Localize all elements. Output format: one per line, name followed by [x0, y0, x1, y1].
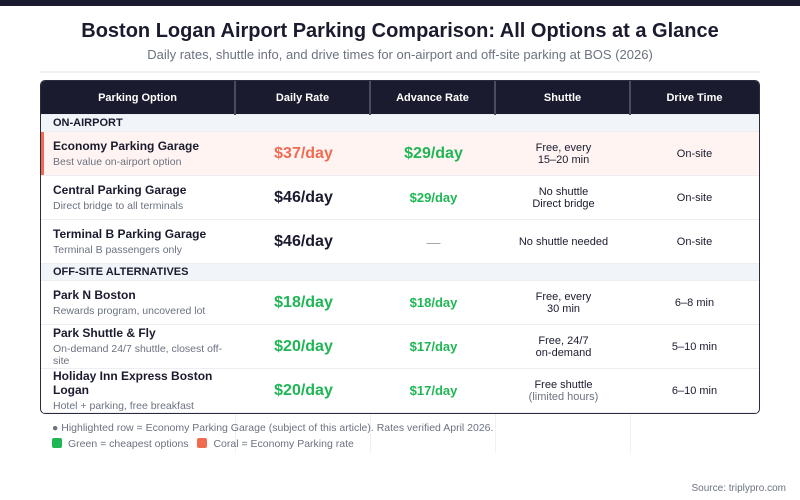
- shuttle-line: No shuttle: [538, 185, 589, 198]
- daily-rate: $20/day: [274, 337, 333, 355]
- column-header: Shuttle: [496, 81, 631, 115]
- shuttle-line: 15–20 min: [537, 153, 590, 166]
- drive-time: On-site: [676, 147, 713, 160]
- shuttle-cell: Free, every 15–20 min: [496, 142, 631, 166]
- table-row: Park N Boston Rewards program, uncovered …: [41, 281, 759, 325]
- advance-rate: $17/day: [409, 339, 458, 354]
- column-header: Parking Option: [41, 81, 236, 115]
- legend-label: Coral = Economy Parking rate: [213, 438, 354, 450]
- daily-rate: $46/day: [274, 232, 333, 250]
- option-name: Holiday Inn Express Boston Logan: [53, 369, 213, 397]
- divider: [370, 413, 371, 453]
- option-name: Park N Boston: [53, 288, 136, 302]
- legend-label: Green = cheapest options: [68, 438, 189, 450]
- legend: Green = cheapest options Coral = Economy…: [52, 438, 354, 450]
- option-cell: Holiday Inn Express Boston Logan Hotel + …: [41, 369, 236, 412]
- shuttle-line: on-demand: [535, 346, 592, 359]
- option-desc: On-demand 24/7 shuttle, closest off-site: [53, 343, 223, 367]
- option-desc: Best value on-airport option: [53, 156, 182, 168]
- option-name: Central Parking Garage: [53, 183, 187, 197]
- shuttle-line: (limited hours): [528, 390, 599, 403]
- shuttle-line: 30 min: [546, 302, 581, 315]
- drive-time: On-site: [676, 235, 713, 248]
- divider: [630, 413, 631, 453]
- shuttle-cell: Free, 24/7 on-demand: [496, 335, 631, 359]
- daily-rate: $18/day: [274, 293, 333, 311]
- table-row: Economy Parking Garage Best value on-airp…: [41, 132, 759, 176]
- column-header: Drive Time: [666, 91, 723, 104]
- advance-rate: $29/day: [409, 190, 458, 205]
- shuttle-cell: No shuttle needed: [496, 236, 631, 248]
- table-row: Central Parking Garage Direct bridge to a…: [41, 176, 759, 220]
- shuttle-line: Free, 24/7: [538, 334, 589, 347]
- option-name: Terminal B Parking Garage: [53, 227, 207, 241]
- table-row: Terminal B Parking Garage Terminal B pass…: [41, 220, 759, 264]
- option-desc: Direct bridge to all terminals: [53, 200, 184, 212]
- advance-rate: —: [426, 233, 441, 250]
- advance-rate: $18/day: [409, 295, 458, 310]
- option-cell: Park N Boston Rewards program, uncovered …: [41, 288, 236, 317]
- drive-time: On-site: [676, 191, 713, 204]
- daily-rate: $37/day: [274, 144, 333, 162]
- comparison-table: Parking Option Daily Rate Advance Rate S…: [40, 80, 760, 414]
- daily-rate: $20/day: [274, 381, 333, 399]
- advance-rate: $17/day: [409, 383, 458, 398]
- column-header: Daily Rate: [236, 81, 371, 115]
- option-desc: Terminal B passengers only: [53, 244, 182, 256]
- top-bar: [0, 0, 800, 6]
- option-name: Economy Parking Garage: [53, 139, 200, 153]
- shuttle-line: Free, every: [535, 290, 592, 303]
- page-subtitle: Daily rates, shuttle info, and drive tim…: [147, 47, 653, 62]
- shuttle-line: Free shuttle: [534, 378, 593, 391]
- green-swatch: [52, 438, 62, 448]
- table-row: Park Shuttle & Fly On-demand 24/7 shuttle…: [41, 325, 759, 369]
- divider: [495, 413, 496, 453]
- page-title: Boston Logan Airport Parking Comparison:…: [81, 20, 719, 42]
- drive-time: 6–8 min: [674, 296, 715, 309]
- shuttle-cell: Free shuttle (limited hours): [496, 379, 631, 403]
- shuttle-cell: Free, every 30 min: [496, 291, 631, 315]
- section-header: ON-AIRPORT: [41, 115, 759, 132]
- option-desc: Hotel + parking, free breakfast: [53, 400, 194, 412]
- shuttle-line: No shuttle needed: [518, 235, 609, 248]
- option-cell: Economy Parking Garage Best value on-airp…: [41, 139, 236, 168]
- drive-time: 5–10 min: [671, 340, 718, 353]
- divider: [235, 413, 236, 453]
- shuttle-cell: No shuttle Direct bridge: [496, 186, 631, 210]
- column-header: Advance Rate: [371, 81, 496, 115]
- option-cell: Central Parking Garage Direct bridge to a…: [41, 183, 236, 212]
- source: Source: triplypro.com: [691, 483, 786, 494]
- option-name: Park Shuttle & Fly: [53, 326, 156, 340]
- table-row: Holiday Inn Express Boston Logan Hotel + …: [41, 369, 759, 413]
- coral-swatch: [197, 438, 208, 448]
- drive-time: 6–10 min: [671, 384, 718, 397]
- option-desc: Rewards program, uncovered lot: [53, 305, 206, 317]
- shuttle-line: Direct bridge: [532, 197, 595, 210]
- table-header: Parking Option Daily Rate Advance Rate S…: [41, 81, 759, 115]
- section-header: OFF-SITE ALTERNATIVES: [41, 264, 759, 281]
- option-cell: Terminal B Parking Garage Terminal B pass…: [41, 227, 236, 256]
- divider: [40, 71, 760, 73]
- option-cell: Park Shuttle & Fly On-demand 24/7 shuttle…: [41, 326, 236, 367]
- advance-rate: $29/day: [404, 144, 463, 162]
- daily-rate: $46/day: [274, 188, 333, 206]
- shuttle-line: Free, every: [535, 141, 592, 154]
- footnote: ● Highlighted row = Economy Parking Gara…: [52, 422, 494, 434]
